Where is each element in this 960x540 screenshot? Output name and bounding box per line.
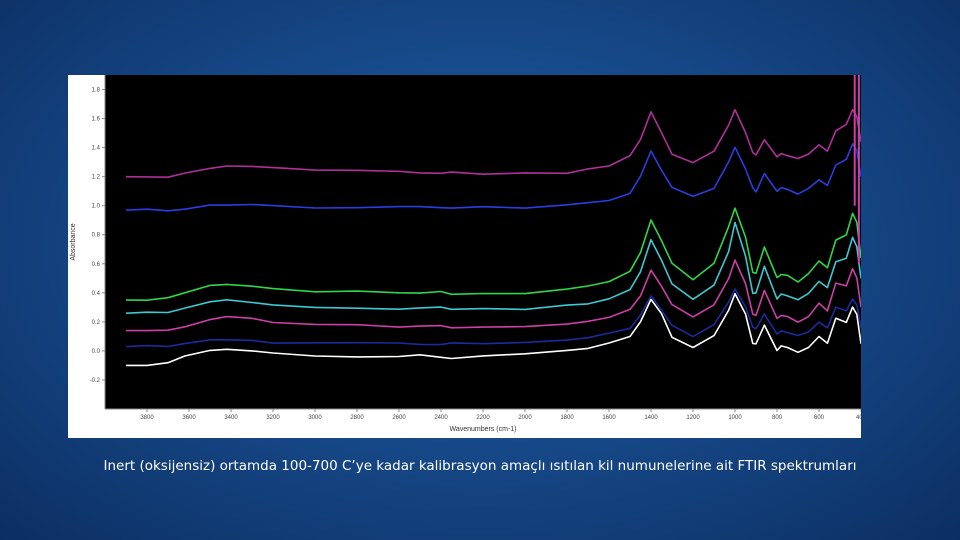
y-tick-label: 1.8: [92, 88, 101, 94]
x-tick-label: 2400: [434, 415, 448, 421]
y-tick-label: 0.2: [92, 320, 101, 326]
plot-area: [105, 75, 861, 409]
y-tick-label: 0.0: [92, 349, 101, 355]
y-ticks: 1.8 1.6 1.4 1.2 1.0 0.8 0.6 0.4 0.2 0.0 -0.2: [90, 88, 105, 384]
x-tick-label: 2600: [392, 415, 406, 421]
y-tick-label: 0.6: [92, 262, 101, 268]
ftir-chart: 1.81.61.41.21.00.80.60.40.20.0-0.2 3800 3…: [70, 75, 861, 433]
spectrum-series-3: [126, 259, 861, 332]
x-tick-label: 1800: [560, 415, 574, 421]
x-ticks: 3800 3600 3400 3200 3000 2800 2600 2400 2200 2000…: [140, 409, 861, 421]
x-axis-label: Wavenumbers (cm-1): [449, 426, 516, 433]
x-tick-label: 1400: [644, 415, 658, 421]
spectrum-series-6: [125, 143, 861, 212]
spectrum-series-2: [125, 288, 861, 348]
x-tick-label: 3000: [308, 415, 322, 421]
spectrum-chart-frame: 1.8 1.6 1.4 1.2 1.0 0.8 0.6 0.4 0.2 0.0 -0.2 3800 3…: [68, 75, 861, 438]
x-tick-label: 2800: [350, 415, 364, 421]
x-tick-label: 2200: [476, 415, 490, 421]
x-tick-label: 1600: [602, 415, 616, 421]
x-tick-label: 3800: [140, 415, 154, 421]
x-tick-label: 600: [814, 415, 825, 421]
y-axis-label: Absorbance: [70, 223, 77, 260]
x-tick-label: 1200: [686, 415, 700, 421]
y-tick-label: 1.2: [92, 175, 101, 181]
series-layer: [125, 108, 861, 367]
y-tick-label: -0.2: [90, 378, 101, 384]
x-tick-label: 400: [856, 415, 861, 421]
slide-caption: Inert (oksijensiz) ortamda 100-700 C’ye …: [103, 458, 857, 474]
spectrum-series-7: [125, 108, 861, 178]
y-tick-label: 1.4: [92, 146, 101, 152]
x-tick-label: 1000: [728, 415, 742, 421]
y-tick-label: 1.0: [92, 204, 101, 210]
spectrum-series-5: [125, 207, 861, 301]
x-tick-label: 3200: [266, 415, 280, 421]
x-tick-label: 2000: [518, 415, 532, 421]
spectrum-series-4: [125, 221, 861, 314]
annotation-layer: [853, 75, 860, 264]
x-tick-label: 3400: [224, 415, 238, 421]
x-tick-label: 800: [772, 415, 783, 421]
spectrum-series-1: [126, 292, 861, 367]
x-tick-label: 3600: [182, 415, 196, 421]
y-tick-label: 0.8: [92, 233, 101, 239]
y-tick-label: 0.4: [92, 291, 101, 297]
y-tick-label: 1.6: [92, 117, 101, 123]
